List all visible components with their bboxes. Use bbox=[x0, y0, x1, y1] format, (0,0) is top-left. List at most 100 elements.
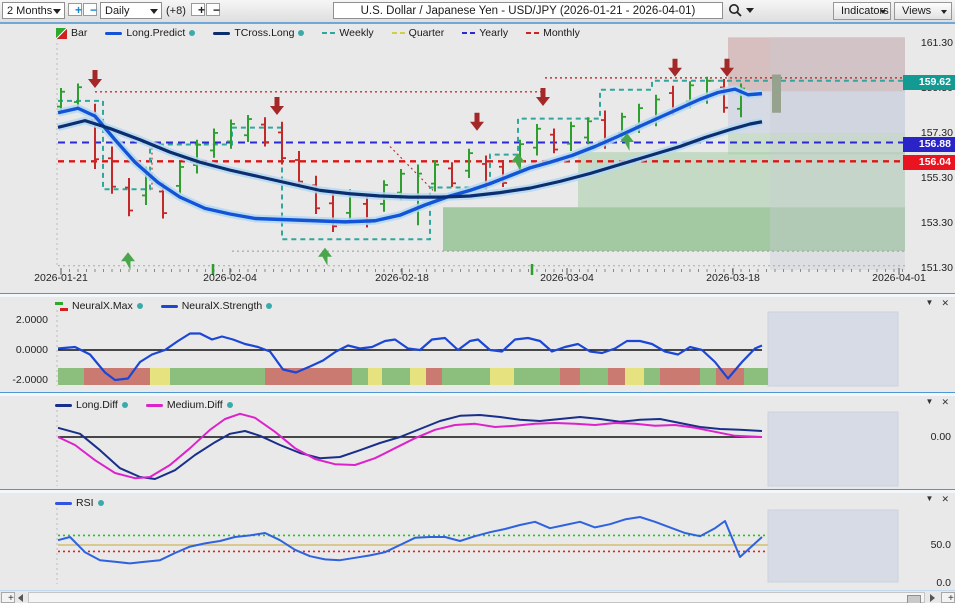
interval-select-value: Daily bbox=[105, 5, 129, 17]
panel-separator[interactable] bbox=[0, 489, 955, 493]
panel-controls: ▼✕ bbox=[926, 397, 949, 408]
interval-select[interactable]: Daily bbox=[100, 2, 162, 19]
price-level-badge: 156.88 bbox=[903, 137, 955, 152]
legend-item-medium-diff[interactable]: Medium.Diff bbox=[146, 399, 233, 411]
price-level-badge: 156.04 bbox=[903, 155, 955, 170]
legend-item-yearly[interactable]: Yearly bbox=[462, 27, 508, 39]
sell-arrow-icon bbox=[270, 97, 284, 115]
line-swatch-icon bbox=[105, 32, 122, 35]
panel-close-icon[interactable]: ✕ bbox=[941, 298, 949, 309]
legend-item-rsi[interactable]: RSI bbox=[55, 497, 104, 509]
legend-label: Weekly bbox=[339, 27, 373, 39]
bar-swatch-icon bbox=[56, 28, 67, 39]
panel-separator[interactable] bbox=[0, 293, 955, 297]
zoom-in-button[interactable]: + bbox=[68, 3, 82, 16]
indicator-settings-dot[interactable] bbox=[298, 30, 304, 36]
chevron-down-icon bbox=[941, 10, 947, 14]
legend-label: RSI bbox=[76, 497, 94, 509]
sell-arrow-icon bbox=[88, 70, 102, 88]
indicators-button[interactable]: Indicators bbox=[833, 2, 891, 20]
buy-arrow-icon bbox=[318, 248, 332, 266]
sell-arrow-icon bbox=[668, 59, 682, 77]
line-swatch-icon bbox=[55, 502, 72, 505]
dash-swatch-icon bbox=[392, 32, 405, 35]
search-icon[interactable] bbox=[728, 3, 743, 18]
indicator-axis-label: 0.00 bbox=[905, 431, 951, 443]
legend-label: NeuralX.Strength bbox=[182, 300, 263, 312]
indicator-settings-dot[interactable] bbox=[137, 303, 143, 309]
toolbar-separator bbox=[0, 22, 955, 24]
panel-separator[interactable] bbox=[0, 392, 955, 396]
legend: Bar Long.Predict TCross.Long Weekly Quarter Y… bbox=[56, 27, 591, 39]
bars-plus-button[interactable]: + bbox=[191, 3, 205, 16]
legend-item-long-predict[interactable]: Long.Predict bbox=[105, 27, 195, 39]
dual-bar-swatch-icon bbox=[55, 302, 68, 311]
legend: Long.Diff Medium.Diff bbox=[55, 399, 244, 411]
toolbar: 2 Months + − Daily (+8) + − U.S. Dollar … bbox=[0, 0, 955, 22]
legend-label: TCross.Long bbox=[234, 27, 294, 39]
price-axis-label: 161.30 bbox=[905, 37, 953, 49]
indicator-settings-dot[interactable] bbox=[227, 402, 233, 408]
indicator-settings-dot[interactable] bbox=[189, 30, 195, 36]
legend-item-quarter[interactable]: Quarter bbox=[392, 27, 445, 39]
scrollbar-track[interactable] bbox=[28, 592, 925, 603]
indicator-settings-dot[interactable] bbox=[122, 402, 128, 408]
zoom-out-button[interactable]: − bbox=[83, 3, 97, 16]
dash-swatch-icon bbox=[462, 32, 475, 35]
period-select-value: 2 Months bbox=[7, 5, 52, 17]
legend-label: Yearly bbox=[479, 27, 508, 39]
views-button-label: Views bbox=[902, 5, 931, 17]
scroll-add-left-button[interactable]: + bbox=[1, 592, 15, 603]
sell-arrow-icon bbox=[536, 88, 550, 106]
price-axis-label: 153.30 bbox=[905, 217, 953, 229]
search-caret-icon[interactable] bbox=[746, 8, 754, 13]
scroll-add-right-button[interactable]: + bbox=[941, 592, 955, 603]
legend-item-tcross-long[interactable]: TCross.Long bbox=[213, 27, 304, 39]
legend-item-weekly[interactable]: Weekly bbox=[322, 27, 373, 39]
legend-label: Long.Diff bbox=[76, 399, 118, 411]
symbol-search-box[interactable]: U.S. Dollar / Japanese Yen - USD/JPY (20… bbox=[333, 2, 723, 19]
legend-item-monthly[interactable]: Monthly bbox=[526, 27, 580, 39]
date-axis-label: 2026-01-21 bbox=[21, 272, 101, 284]
panel-close-icon[interactable]: ✕ bbox=[941, 494, 949, 505]
panel-collapse-icon[interactable]: ▼ bbox=[926, 397, 934, 408]
legend: RSI bbox=[55, 497, 115, 509]
line-swatch-icon bbox=[213, 32, 230, 35]
panel-controls: ▼✕ bbox=[926, 298, 949, 309]
indicator-settings-dot[interactable] bbox=[266, 303, 272, 309]
legend-item-neuralx-strength[interactable]: NeuralX.Strength bbox=[161, 300, 273, 312]
panel-collapse-icon[interactable]: ▼ bbox=[926, 494, 934, 505]
date-axis-label: 2026-02-04 bbox=[190, 272, 270, 284]
date-axis-label: 2026-02-18 bbox=[362, 272, 442, 284]
chevron-down-icon bbox=[53, 9, 61, 14]
panel-collapse-icon[interactable]: ▼ bbox=[926, 298, 934, 309]
indicator-axis-label: -2.0000 bbox=[2, 374, 48, 386]
dash-swatch-icon bbox=[322, 32, 335, 35]
trading-app-window: 2 Months + − Daily (+8) + − U.S. Dollar … bbox=[0, 0, 955, 603]
indicator-axis-label: 0.0000 bbox=[2, 344, 48, 356]
indicator-axis-label: 50.0 bbox=[905, 539, 951, 551]
bars-minus-button[interactable]: − bbox=[206, 3, 220, 16]
horizontal-scrollbar[interactable]: + + bbox=[0, 590, 955, 603]
legend-label: NeuralX.Max bbox=[72, 300, 133, 312]
price-level-badge: 159.62 bbox=[903, 75, 955, 90]
legend-label: Quarter bbox=[409, 27, 445, 39]
legend-label: Bar bbox=[71, 27, 87, 39]
chevron-down-icon bbox=[150, 9, 158, 14]
line-swatch-icon bbox=[55, 404, 72, 407]
views-button[interactable]: Views bbox=[894, 2, 952, 20]
scrollbar-thumb[interactable] bbox=[907, 595, 921, 603]
scroll-right-arrow-icon[interactable] bbox=[930, 594, 935, 602]
legend-label: Monthly bbox=[543, 27, 580, 39]
scroll-left-arrow-icon[interactable] bbox=[18, 594, 23, 602]
legend-item-long-diff[interactable]: Long.Diff bbox=[55, 399, 128, 411]
period-select[interactable]: 2 Months bbox=[2, 2, 65, 19]
indicator-settings-dot[interactable] bbox=[98, 500, 104, 506]
legend-item-bar[interactable]: Bar bbox=[56, 27, 87, 39]
legend-item-neuralx-max[interactable]: NeuralX.Max bbox=[55, 300, 143, 312]
panel-controls: ▼✕ bbox=[926, 494, 949, 505]
indicator-axis-label: 0.0 bbox=[905, 577, 951, 589]
legend: NeuralX.Max NeuralX.Strength bbox=[55, 300, 283, 312]
indicator-axis-label: 2.0000 bbox=[2, 314, 48, 326]
panel-close-icon[interactable]: ✕ bbox=[941, 397, 949, 408]
